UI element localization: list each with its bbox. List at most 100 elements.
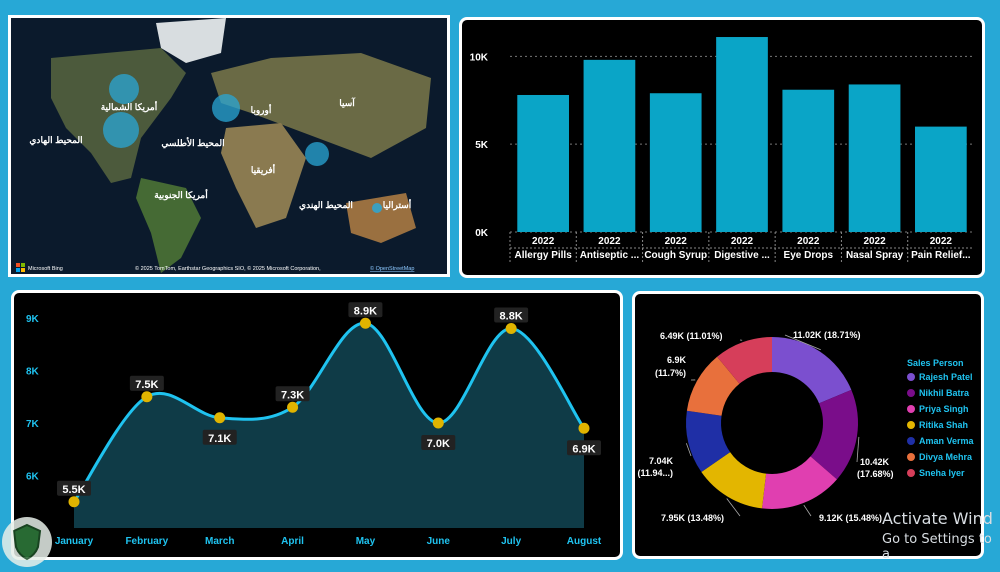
bar-year-label: 2022 <box>797 236 820 247</box>
label-north-america: أمريكا الشمالية <box>101 100 158 113</box>
donut-legend-marker <box>907 405 915 413</box>
map-attribution-link[interactable]: © OpenStreetMap <box>370 265 414 272</box>
label-africa: أفريقيا <box>251 163 276 176</box>
donut-leader-line <box>726 498 741 517</box>
donut-chart: 11.02K (18.71%) 10.42K (17.68%) 9.12K (15.4… <box>637 330 975 523</box>
donut-legend-marker <box>907 469 915 477</box>
donut-legend-marker <box>907 389 915 397</box>
donut-legend-item-2[interactable]: Priya Singh <box>919 404 969 414</box>
bar-category-label: Pain Relief... <box>911 250 971 261</box>
donut-slice-4[interactable] <box>686 410 731 473</box>
south-america-shape <box>136 178 201 273</box>
world-map[interactable]: أمريكا الشمالية أمريكا الجنوبية أوروبا آ… <box>11 18 447 274</box>
bing-logo: Microsoft Bing <box>16 263 63 272</box>
line-area-fill <box>74 323 584 528</box>
greenland-shape <box>156 18 226 63</box>
line-xtick-label: April <box>281 536 304 547</box>
donut-data-label: (17.68%) <box>857 469 894 479</box>
bar-2[interactable] <box>649 93 702 233</box>
line-data-label-bg <box>494 307 529 323</box>
bar-ytick-label: 0K <box>475 228 489 239</box>
bar-year-label: 2022 <box>598 236 621 247</box>
line-xtick-label: July <box>501 536 521 547</box>
donut-slice-5[interactable] <box>686 356 740 416</box>
donut-data-label: 6.49K (11.01%) <box>660 331 723 341</box>
donut-legend-item-5[interactable]: Divya Mehra <box>919 452 973 462</box>
bar-category-label: Nasal Spray <box>846 250 904 261</box>
donut-legend-item-6[interactable]: Sneha Iyer <box>919 468 965 478</box>
line-data-label-bg <box>57 480 91 496</box>
donut-leader-line <box>803 504 812 517</box>
map-bubble[interactable] <box>372 203 382 213</box>
bar-3[interactable] <box>716 37 768 232</box>
bar-0[interactable] <box>517 94 569 232</box>
activation-watermark-title: Activate Wind <box>882 509 993 528</box>
bar-5[interactable] <box>848 84 901 232</box>
donut-legend-item-1[interactable]: Nikhil Batra <box>919 388 970 398</box>
line-marker-2[interactable] <box>214 412 226 424</box>
bar-year-label: 2022 <box>731 236 754 247</box>
line-xtick-label: March <box>205 536 234 547</box>
line-data-label: 5.5K <box>62 484 85 496</box>
line-data-label: 8.8K <box>500 311 523 323</box>
bar-ytick-label: 5K <box>475 140 489 151</box>
line-data-label: 6.9K <box>572 443 595 455</box>
bar-category-label: Digestive ... <box>714 250 770 261</box>
map-bubble[interactable] <box>109 74 139 104</box>
donut-legend-item-3[interactable]: Ritika Shah <box>919 420 968 430</box>
donut-data-label: 9.12K (15.48%) <box>819 513 882 523</box>
donut-legend-item-0[interactable]: Rajesh Patel <box>919 372 973 382</box>
donut-legend-marker <box>907 437 915 445</box>
line-xtick-label: February <box>125 536 168 547</box>
line-marker-0[interactable] <box>68 496 80 508</box>
label-europe: أوروبا <box>251 103 272 116</box>
label-australia: أستراليا <box>383 198 412 211</box>
line-marker-3[interactable] <box>287 401 299 413</box>
bar-1[interactable] <box>583 59 636 232</box>
line-ytick-label: 7K <box>26 419 40 430</box>
label-south-america: أمريكا الجنوبية <box>154 188 208 201</box>
bar-category-label: Cough Syrup <box>644 250 707 261</box>
bar-6[interactable] <box>915 126 967 232</box>
donut-slice-1[interactable] <box>810 389 858 480</box>
line-chart-panel: 6K 7K 8K 9K 5.5K January 7.5K February 7.1K March… <box>11 290 623 560</box>
line-marker-4[interactable] <box>359 317 371 329</box>
map-bubble[interactable] <box>103 112 139 148</box>
donut-legend-item-4[interactable]: Aman Verma <box>919 436 975 446</box>
line-chart: 6K 7K 8K 9K 5.5K January 7.5K February 7.1K March… <box>26 302 602 547</box>
donut-legend-marker <box>907 453 915 461</box>
donut-slice-0[interactable] <box>772 337 852 404</box>
line-marker-6[interactable] <box>505 323 517 334</box>
bing-logo-text: Microsoft Bing <box>28 266 63 272</box>
line-marker-1[interactable] <box>141 391 153 403</box>
line-xtick-label: June <box>427 536 451 547</box>
donut-legend-marker <box>907 421 915 429</box>
line-data-label: 8.9K <box>354 305 377 317</box>
line-xtick-label: January <box>55 536 94 547</box>
africa-shape <box>221 123 306 228</box>
activation-watermark-subtitle: Go to Settings to a <box>882 532 992 562</box>
line-marker-5[interactable] <box>432 417 444 429</box>
label-asia: آسيا <box>339 97 356 108</box>
line-data-label-bg <box>129 375 164 391</box>
shield-icon <box>2 517 52 567</box>
line-marker-7[interactable] <box>578 422 590 434</box>
donut-slice-2[interactable] <box>762 456 837 509</box>
bar-chart: 0K 5K 10K 2022 Allergy Pills 2022 Antiseptic .… <box>470 37 974 262</box>
line-ytick-label: 9K <box>26 314 40 325</box>
eurasia-shape <box>211 53 431 158</box>
donut-leader-line <box>685 443 692 457</box>
donut-slice-6[interactable] <box>717 337 772 384</box>
donut-slice-3[interactable] <box>701 452 767 509</box>
donut-data-label: 7.95K (13.48%) <box>661 513 724 523</box>
line-data-label-bg <box>348 302 383 318</box>
donut-leader-line <box>784 334 821 351</box>
bar-4[interactable] <box>782 89 835 232</box>
line-data-label: 7.3K <box>281 389 304 401</box>
map-bubble[interactable] <box>305 142 329 166</box>
label-atlantic: المحيط الأطلسي <box>161 137 224 149</box>
map-panel[interactable]: أمريكا الشمالية أمريكا الجنوبية أوروبا آ… <box>8 15 450 277</box>
map-bubble[interactable] <box>212 94 240 122</box>
label-indian: المحيط الهندي <box>299 200 353 211</box>
donut-legend-marker <box>907 373 915 381</box>
